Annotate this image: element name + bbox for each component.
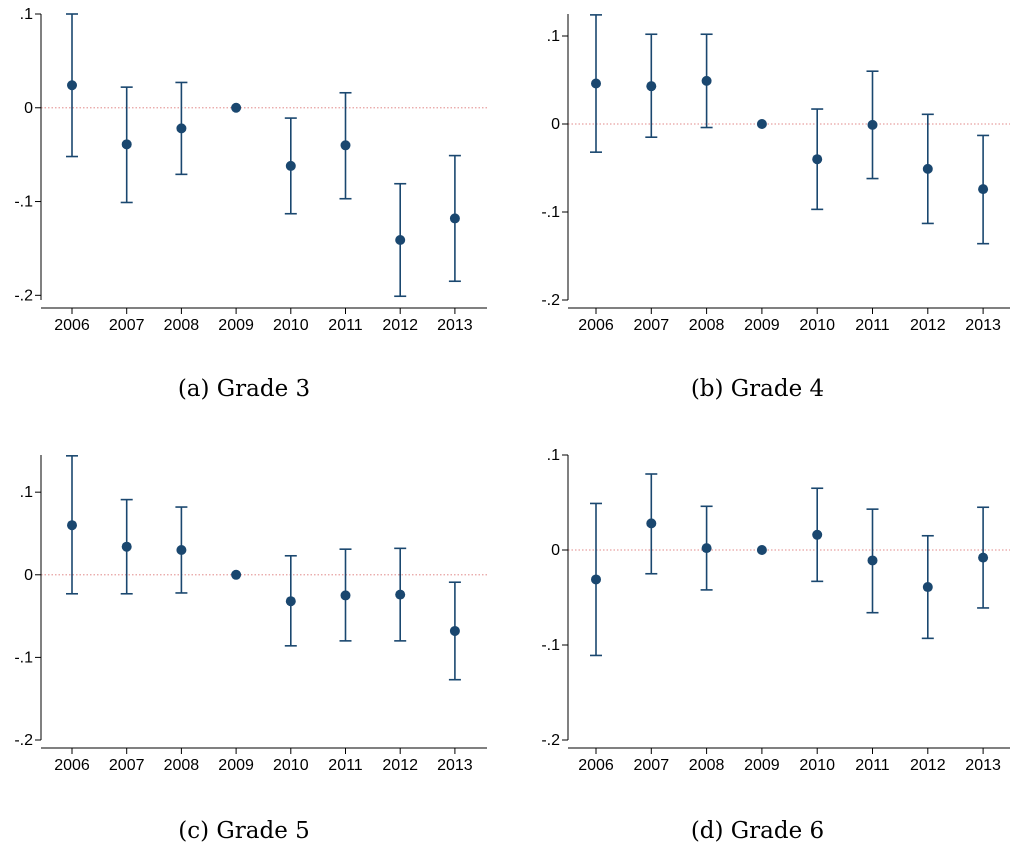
data-point — [67, 80, 77, 91]
x-tick-label: 2013 — [437, 757, 473, 774]
caption-b: (b) Grade 4 — [690, 376, 825, 402]
x-tick-label: 2009 — [218, 317, 254, 334]
x-tick-label: 2012 — [382, 317, 418, 334]
data-point — [121, 139, 132, 150]
y-tick-label: -.1 — [541, 637, 560, 654]
y-tick-label: -.1 — [14, 194, 33, 211]
y-tick-label: .1 — [20, 6, 33, 23]
chart-d: .1 0 -.1 -.2 2006 2007 2008 2009 2010 2011 2012 201… — [541, 447, 1010, 774]
x-tick-label: 2008 — [164, 757, 200, 774]
x-tick-label: 2012 — [382, 757, 418, 774]
x-tick-label: 2011 — [328, 317, 363, 334]
x-tick-label: 2007 — [634, 317, 670, 334]
x-tick-label: 2010 — [273, 317, 309, 334]
y-tick-label: -.2 — [14, 287, 33, 304]
data-point — [978, 552, 989, 563]
data-point — [176, 123, 187, 134]
x-tick-label: 2011 — [855, 757, 890, 774]
data-point — [285, 160, 296, 171]
data-point — [812, 154, 823, 165]
x-tick-label: 2008 — [164, 317, 200, 334]
x-tick-label: 2008 — [689, 317, 725, 334]
data-point — [701, 543, 712, 554]
data-point — [978, 184, 989, 195]
x-tick-label: 2010 — [799, 757, 835, 774]
y-tick-label: 0 — [551, 116, 560, 133]
y-tick-label: -.2 — [541, 732, 560, 749]
y-tick-label: .1 — [20, 484, 33, 501]
x-tick-label: 2007 — [109, 317, 145, 334]
y-tick-label: -.2 — [14, 732, 33, 749]
data-point — [922, 582, 933, 593]
chart-panel-d: .1 0 -.1 -.2 2006 2007 2008 2009 2010 2011 2012 201… — [505, 430, 1010, 790]
chart-panel-a: .1 0 -.1 -.2 2006 2007 2008 2009 2010 2011 2012 201… — [0, 0, 505, 345]
x-tick-label: 2013 — [965, 317, 1001, 334]
x-tick-label: 2013 — [965, 757, 1001, 774]
x-tick-label: 2010 — [273, 757, 309, 774]
x-tick-label: 2007 — [109, 757, 145, 774]
chart-a: .1 0 -.1 -.2 2006 2007 2008 2009 2010 2011 2012 201… — [14, 6, 487, 334]
data-point — [591, 78, 601, 89]
x-tick-label: 2009 — [744, 317, 780, 334]
x-tick-label: 2012 — [910, 317, 946, 334]
y-tick-label: -.1 — [14, 649, 33, 666]
x-tick-label: 2007 — [634, 757, 670, 774]
data-point — [449, 213, 460, 224]
y-tick-label: -.1 — [541, 204, 560, 221]
data-point — [756, 119, 767, 129]
caption-a: (a) Grade 3 — [177, 376, 311, 402]
data-point — [922, 163, 933, 174]
y-tick-label: .1 — [547, 28, 560, 45]
x-tick-label: 2010 — [799, 317, 835, 334]
x-tick-label: 2009 — [218, 757, 254, 774]
chart-panel-c: .1 0 -.1 -.2 2006 2007 2008 2009 2010 2011 2012 201… — [0, 430, 505, 790]
x-tick-label: 2011 — [328, 757, 363, 774]
x-tick-label: 2012 — [910, 757, 946, 774]
data-point — [701, 75, 712, 86]
data-point — [285, 596, 296, 607]
x-tick-label: 2011 — [855, 317, 890, 334]
data-point — [395, 589, 406, 600]
data-point — [231, 569, 242, 580]
chart-panel-b: .1 0 -.1 -.2 2006 2007 2008 2009 2010 2011 2012 201… — [505, 0, 1010, 345]
y-tick-label: .1 — [547, 447, 560, 464]
x-tick-label: 2006 — [54, 317, 90, 334]
x-tick-label: 2009 — [744, 757, 780, 774]
data-point — [449, 625, 460, 636]
data-point — [176, 545, 187, 555]
data-point — [867, 555, 878, 566]
chart-c: .1 0 -.1 -.2 2006 2007 2008 2009 2010 2011 2012 201… — [14, 455, 487, 774]
y-tick-label: 0 — [24, 100, 33, 117]
data-point — [591, 574, 601, 585]
data-point — [646, 518, 657, 529]
data-point — [340, 590, 351, 601]
caption-c: (c) Grade 5 — [178, 818, 310, 844]
chart-b: .1 0 -.1 -.2 2006 2007 2008 2009 2010 2011 2012 201… — [541, 14, 1010, 334]
y-tick-label: -.2 — [541, 292, 560, 309]
data-point — [121, 541, 132, 552]
y-tick-label: 0 — [24, 567, 33, 584]
data-point — [756, 545, 767, 555]
x-tick-label: 2006 — [54, 757, 90, 774]
data-point — [867, 119, 878, 130]
x-tick-label: 2006 — [578, 317, 614, 334]
data-point — [231, 102, 242, 113]
x-tick-label: 2013 — [437, 317, 473, 334]
data-point — [67, 520, 77, 531]
x-tick-label: 2006 — [578, 757, 614, 774]
x-tick-label: 2008 — [689, 757, 725, 774]
data-point — [340, 140, 351, 151]
data-point — [812, 529, 823, 540]
data-point — [646, 81, 657, 92]
y-tick-label: 0 — [551, 542, 560, 559]
data-point — [395, 234, 406, 245]
caption-d: (d) Grade 6 — [690, 818, 825, 844]
